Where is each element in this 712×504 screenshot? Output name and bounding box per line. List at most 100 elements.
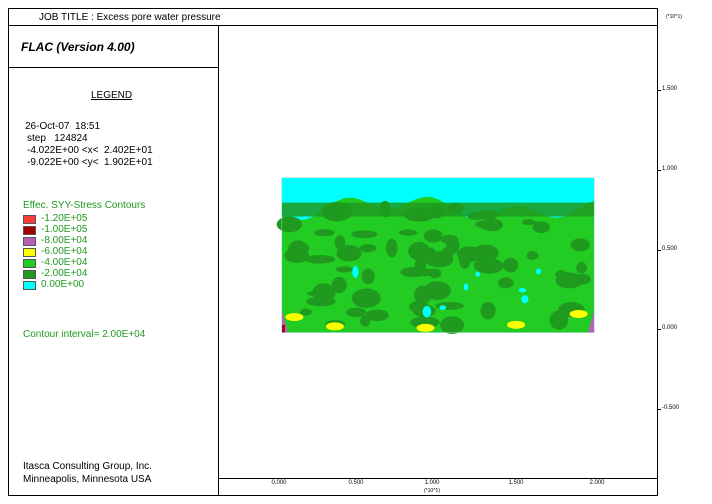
contour-pocket-0 (475, 271, 480, 277)
contour-blob-20 (521, 219, 536, 226)
y-tick-mark-2 (658, 250, 661, 251)
legend-heading: LEGEND (91, 90, 133, 101)
contour-plot-area (219, 26, 657, 478)
contour-blob-20 (399, 229, 418, 236)
mesh-outline (281, 177, 595, 333)
swatch-5 (23, 270, 36, 279)
legend-date: 26-Oct-07 18:51 (25, 121, 101, 132)
contour-pocket-0 (439, 305, 447, 310)
legend-step: step 124824 (27, 133, 88, 144)
x-tick-3: 1.500 (508, 480, 524, 486)
contour-blob-20 (440, 316, 465, 334)
y-tick-mark-0 (658, 90, 661, 91)
y-tick-4: -0.500 (662, 405, 680, 411)
contour-region-60 (416, 323, 435, 332)
legend-x-range: -4.022E+00 <x< 2.402E+01 (27, 145, 153, 156)
contour-region-80 (587, 310, 595, 333)
contour-blob-20 (497, 277, 514, 289)
contour-blob-20 (409, 268, 440, 277)
contour-blob-20 (472, 244, 499, 262)
y-tick-3: 0.000 (662, 325, 678, 331)
contour-region-60 (569, 310, 588, 319)
contour-blob-20 (314, 229, 335, 237)
legend-panel: FLAC (Version 4.00) LEGEND 26-Oct-07 18:… (9, 26, 219, 495)
program-name: FLAC (Version 4.00) (9, 26, 218, 68)
contour-plot (276, 177, 595, 334)
contour-label-6: 0.00E+00 (41, 279, 85, 290)
contour-blob-20 (526, 250, 539, 260)
contour-blob-20 (287, 240, 309, 261)
contour-blob-20 (480, 301, 496, 320)
plot-frame: JOB TITLE : Excess pore water pressure F… (8, 8, 658, 496)
contour-label-3: -6.00E+04 (41, 246, 88, 257)
x-axis-scale: (*10^1) (424, 488, 440, 494)
contour-blob-20 (576, 262, 587, 274)
contour-blob-20 (351, 288, 381, 309)
job-title: JOB TITLE : Excess pore water pressure (9, 9, 657, 26)
contour-blob-20 (423, 281, 451, 300)
legend-y-range: -9.022E+00 <y< 1.902E+01 (27, 157, 153, 168)
contour-blob-20 (532, 221, 550, 234)
contour-region-60 (325, 322, 344, 331)
x-tick-4: 2.000 (589, 480, 605, 486)
contour-label-1: -1.00E+05 (41, 224, 88, 235)
contour-blob-20 (573, 273, 591, 285)
contour-blob-20 (570, 238, 591, 252)
y-tick-mark-3 (658, 329, 661, 330)
contour-interval: Contour interval= 2.00E+04 (23, 329, 146, 340)
y-tick-2: 0.500 (662, 246, 678, 252)
x-tick-0: 0.000 (271, 480, 287, 486)
contour-pocket-0 (521, 295, 529, 304)
company-name: Itasca Consulting Group, Inc. (23, 461, 152, 472)
contour-blob-20 (331, 276, 347, 294)
x-axis: 0.000 0.500 1.000 (*10^1) 1.500 2.000 (219, 478, 657, 495)
contour-label-5: -2.00E+04 (41, 268, 88, 279)
swatch-4 (23, 259, 36, 268)
company-location: Minneapolis, Minnesota USA (23, 474, 152, 485)
contour-blob-20 (473, 258, 504, 274)
contour-region-100 (281, 324, 285, 333)
swatch-3 (23, 248, 36, 257)
swatch-6 (23, 281, 36, 290)
contour-blob-20 (300, 308, 312, 316)
y-tick-mark-1 (658, 170, 661, 171)
swatch-1 (23, 226, 36, 235)
contour-region-60 (285, 313, 304, 322)
contour-pocket-0 (535, 268, 542, 275)
contour-pocket-0 (422, 306, 432, 318)
contour-blob-20 (359, 244, 377, 253)
contour-blob-20 (276, 216, 303, 233)
x-tick-2: 1.000 (424, 480, 440, 486)
contour-blob-20 (385, 238, 398, 258)
contour-blob-20 (435, 301, 464, 310)
contour-label-4: -4.00E+04 (41, 257, 88, 268)
x-tick-1: 0.500 (348, 480, 364, 486)
y-tick-mark-4 (658, 409, 661, 410)
swatch-0 (23, 215, 36, 224)
contour-band-20 (281, 202, 595, 217)
contour-blob-20 (336, 245, 362, 262)
contour-blob-20 (334, 235, 346, 250)
contour-label-2: -8.00E+04 (41, 235, 88, 246)
y-tick-0: 1.500 (662, 86, 678, 92)
contour-pocket-0 (463, 283, 469, 291)
contour-blob-20 (503, 257, 519, 273)
contour-blob-20 (335, 266, 353, 273)
contour-blob-20 (304, 254, 336, 264)
contour-blob-20 (549, 310, 569, 330)
contour-blob-20 (361, 268, 375, 285)
contour-region-0 (281, 177, 595, 220)
contour-blob-20 (346, 307, 367, 318)
contour-blob-20 (423, 229, 443, 243)
contour-region-60 (507, 320, 526, 329)
contour-blob-20 (365, 309, 389, 322)
swatch-2 (23, 237, 36, 246)
contour-blob-20 (312, 283, 336, 303)
contour-pocket-0 (518, 288, 527, 293)
contour-blob-20 (475, 220, 501, 229)
contour-pocket-0 (352, 266, 359, 278)
contour-blob-20 (440, 234, 459, 244)
contour-label-0: -1.20E+05 (41, 213, 88, 224)
y-axis-scale: (*10^1) (666, 14, 682, 20)
contour-blob-20 (351, 230, 378, 239)
